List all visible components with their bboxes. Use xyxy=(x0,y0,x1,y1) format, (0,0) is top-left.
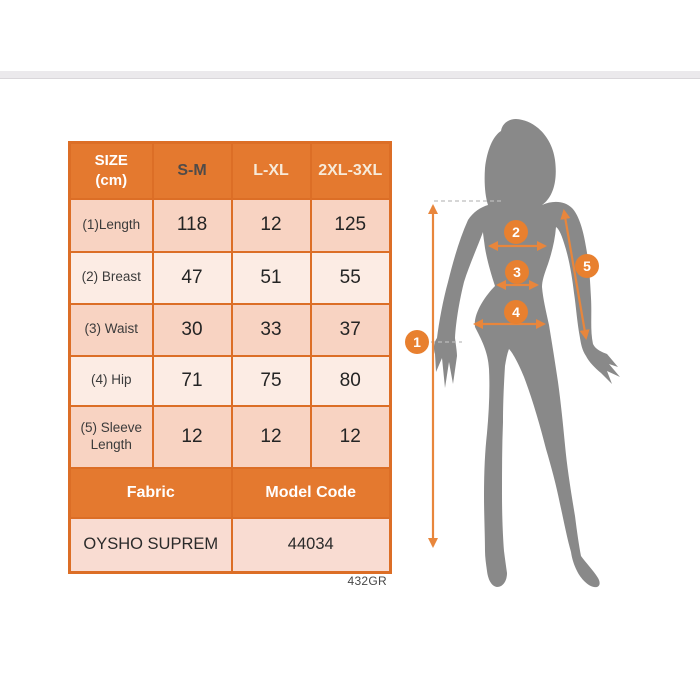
cell-value: 30 xyxy=(151,302,233,357)
row-label: (3) Waist xyxy=(68,302,154,357)
top-divider-band xyxy=(0,71,700,79)
variant-code-label: 432GR xyxy=(347,574,387,588)
table-row-hip: (4) Hip 71 75 80 xyxy=(68,354,392,407)
fabric-header-row: Fabric Model Code xyxy=(68,466,392,519)
size-unit-label: (cm) xyxy=(95,171,128,189)
row-label: (1)Length xyxy=(68,197,154,253)
cell-value: 12 xyxy=(309,404,392,469)
measurement-figure: 1 2 3 4 5 xyxy=(405,100,665,600)
cell-value: 118 xyxy=(151,197,233,253)
cell-value: 75 xyxy=(230,354,312,407)
woman-silhouette-shape xyxy=(433,119,620,588)
table-row-sleeve-length: (5) Sleeve Length 12 12 12 xyxy=(68,404,392,469)
row-label: (5) Sleeve Length xyxy=(68,404,154,469)
cell-value: 12 xyxy=(151,404,233,469)
svg-text:5: 5 xyxy=(583,258,591,274)
cell-value: 80 xyxy=(309,354,392,407)
cell-value: 12 xyxy=(230,197,312,253)
column-header-s-m: S-M xyxy=(151,141,233,200)
cell-value: 47 xyxy=(151,250,233,305)
fabric-value-row: OYSHO SUPREM 44034 xyxy=(68,516,392,574)
column-header-l-xl: L-XL xyxy=(230,141,312,200)
size-table: SIZE (cm) S-M L-XL 2XL-3XL (1)Length 118… xyxy=(68,141,392,574)
cell-value: 51 xyxy=(230,250,312,305)
cell-value: 125 xyxy=(309,197,392,253)
table-row-length: (1)Length 118 12 125 xyxy=(68,197,392,253)
cell-value: 37 xyxy=(309,302,392,357)
marker-4: 4 xyxy=(504,300,528,324)
size-header-cell: SIZE (cm) xyxy=(68,141,154,200)
fabric-header: Fabric xyxy=(68,466,233,519)
svg-text:4: 4 xyxy=(512,304,520,320)
sleeve-arrow xyxy=(560,209,590,340)
cell-value: 33 xyxy=(230,302,312,357)
marker-3: 3 xyxy=(505,260,529,284)
table-header-row: SIZE (cm) S-M L-XL 2XL-3XL xyxy=(68,141,392,200)
table-row-waist: (3) Waist 30 33 37 xyxy=(68,302,392,357)
row-label: (4) Hip xyxy=(68,354,154,407)
svg-text:3: 3 xyxy=(513,264,521,280)
model-code-value: 44034 xyxy=(230,516,392,574)
cell-value: 71 xyxy=(151,354,233,407)
svg-text:2: 2 xyxy=(512,224,520,240)
row-label: (2) Breast xyxy=(68,250,154,305)
marker-2: 2 xyxy=(504,220,528,244)
model-code-header: Model Code xyxy=(230,466,392,519)
marker-1: 1 xyxy=(405,330,429,354)
size-label: SIZE xyxy=(94,151,128,169)
cell-value: 55 xyxy=(309,250,392,305)
marker-5: 5 xyxy=(575,254,599,278)
table-row-breast: (2) Breast 47 51 55 xyxy=(68,250,392,305)
fabric-value: OYSHO SUPREM xyxy=(68,516,233,574)
svg-text:1: 1 xyxy=(413,334,421,350)
column-header-2xl-3xl: 2XL-3XL xyxy=(309,141,392,200)
cell-value: 12 xyxy=(230,404,312,469)
